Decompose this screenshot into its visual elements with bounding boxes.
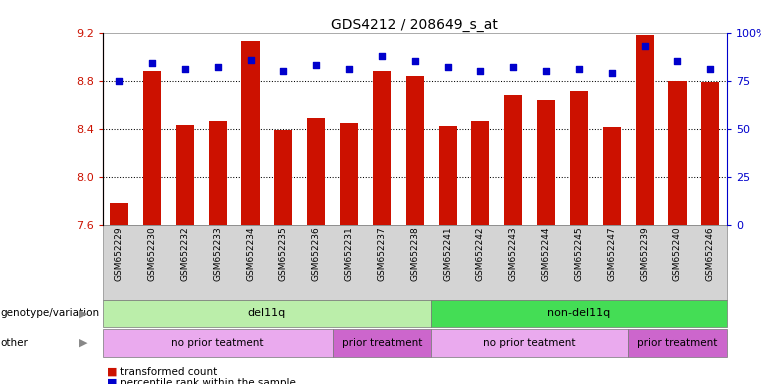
Text: ■: ■ [107,378,117,384]
Point [573,66,585,72]
Bar [471,121,489,225]
Text: non-del11q: non-del11q [547,308,610,318]
Point [441,64,454,70]
Text: del11q: del11q [248,308,286,318]
Point [704,66,716,72]
Point [474,68,486,74]
Title: GDS4212 / 208649_s_at: GDS4212 / 208649_s_at [331,18,498,31]
Point [376,53,388,59]
Text: ■: ■ [107,367,117,377]
Text: other: other [1,338,29,348]
Bar [505,95,522,225]
Point [540,68,552,74]
Text: percentile rank within the sample: percentile rank within the sample [120,378,296,384]
Point [507,64,519,70]
Bar [274,130,292,225]
Bar [702,82,719,225]
Bar [241,41,260,225]
Point [179,66,191,72]
Text: ▶: ▶ [79,308,88,318]
Point [244,56,256,63]
Text: prior treatment: prior treatment [637,338,718,348]
Point [638,43,651,49]
Point [343,66,355,72]
Bar [209,121,227,225]
Bar [438,126,457,225]
Point [606,70,618,76]
Bar [110,203,128,225]
Point [113,78,126,84]
Bar [373,71,391,225]
Point [146,60,158,66]
Bar [340,122,358,225]
Point [212,64,224,70]
Text: prior treatment: prior treatment [342,338,422,348]
Point [310,62,323,68]
Bar [537,100,556,225]
Text: transformed count: transformed count [120,367,218,377]
Bar [603,127,621,225]
Point [671,58,683,65]
Bar [143,71,161,225]
Bar [668,81,686,225]
Text: ▶: ▶ [79,338,88,348]
Text: genotype/variation: genotype/variation [1,308,100,318]
Bar [307,118,325,225]
Bar [406,76,424,225]
Text: no prior teatment: no prior teatment [483,338,576,348]
Point [409,58,421,65]
Bar [570,91,588,225]
Text: no prior teatment: no prior teatment [171,338,264,348]
Bar [176,125,194,225]
Point [277,68,289,74]
Bar [635,35,654,225]
